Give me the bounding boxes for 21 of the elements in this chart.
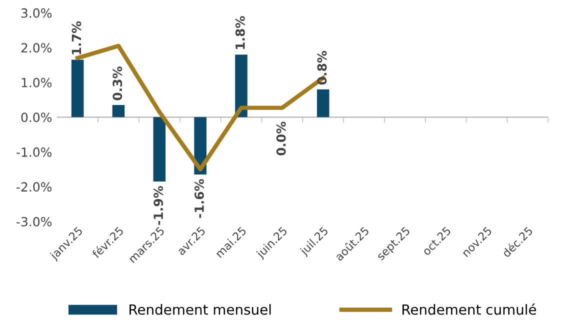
data-label: 0.3% [112, 66, 122, 100]
data-label: 1.7% [72, 21, 82, 54]
legend-label: Rendement mensuel [130, 304, 271, 315]
legend-label: Rendement cumulé [402, 303, 536, 315]
data-label: -1.6% [194, 179, 204, 218]
bar [316, 89, 330, 118]
y-tick-label: 0.0% [21, 112, 52, 122]
y-tick-label: 3.0% [21, 8, 52, 18]
y-tick-label: 2.0% [21, 43, 52, 53]
data-label: -1.9% [154, 186, 164, 225]
y-tick-label: -1.0% [16, 147, 52, 157]
bar [153, 117, 166, 182]
data-label: 0.0% [276, 122, 286, 156]
data-label: 0.8% [317, 50, 327, 85]
data-label: 1.8% [235, 16, 245, 49]
y-tick-label: -3.0% [16, 216, 52, 226]
bar [71, 60, 84, 118]
bar [112, 104, 125, 118]
bar [235, 54, 248, 118]
y-tick-label: -2.0% [16, 182, 52, 192]
y-tick-label: 1.0% [22, 78, 52, 88]
